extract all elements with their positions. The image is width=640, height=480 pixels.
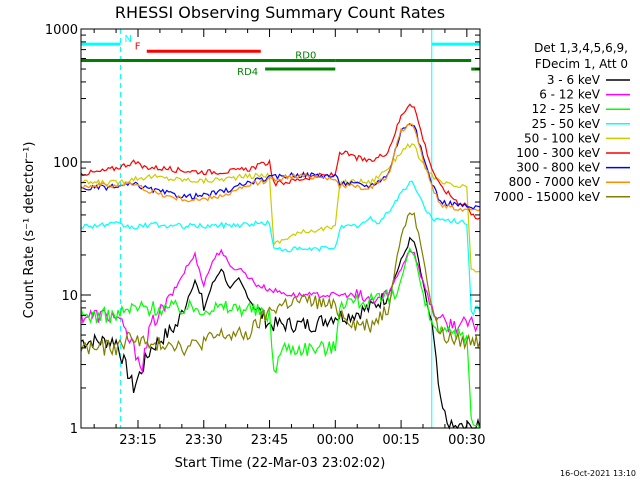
x-tick-label-0: 23:15 [119, 433, 156, 448]
x-axis-label: Start Time (22-Mar-03 23:02:02) [175, 456, 386, 471]
y-axis-label: Count Rate (s⁻¹ detector⁻¹) [22, 142, 37, 319]
legend-entry-8: 7000 - 15000 keV [493, 190, 600, 204]
x-ticks: 23:15 23:30 23:45 00:00 00:15 00:30 [93, 29, 486, 448]
chart-title: RHESSI Observing Summary Count Rates [115, 3, 445, 22]
state-bar-label-n: N [124, 34, 131, 45]
series-line-4 [80, 142, 480, 273]
legend-header-0: Det 1,3,4,5,6,9, [534, 41, 628, 55]
axes [80, 28, 481, 429]
series-line-2 [80, 246, 481, 429]
plot-frame [80, 28, 481, 429]
x-tick-label-1: 23:30 [185, 433, 222, 448]
x-tick-label-5: 00:30 [448, 433, 485, 448]
plot-area: NF RD0 RD4 [80, 29, 481, 430]
legend-entry-4: 50 - 100 keV [524, 131, 601, 145]
series-line-3 [80, 180, 481, 317]
series-line-7 [80, 123, 481, 212]
footer-date: 16-Oct-2021 13:10 [560, 469, 636, 478]
legend-entry-3: 25 - 50 keV [532, 117, 601, 131]
legend-entry-1: 6 - 12 keV [539, 88, 601, 102]
x-tick-label-2: 23:45 [251, 433, 288, 448]
legend-header-1: FDecim 1, Att 0 [535, 57, 628, 71]
y-tick-label-3: 1000 [45, 23, 78, 38]
series-line-8 [80, 212, 481, 357]
y-tick-label-2: 100 [53, 156, 78, 171]
x-tick-label-3: 00:00 [317, 433, 354, 448]
state-bar-label-rd4: RD4 [237, 67, 258, 78]
legend: Det 1,3,4,5,6,9, FDecim 1, Att 0 3 - 6 keV… [493, 41, 630, 204]
legend-entry-2: 12 - 25 keV [532, 102, 601, 116]
y-tick-label-1: 10 [61, 289, 78, 304]
legend-entry-7: 800 - 7000 keV [509, 175, 601, 189]
series-line-0 [80, 236, 481, 430]
state-bar-label-rd0: RD0 [295, 50, 316, 61]
series-line-5 [80, 103, 481, 220]
y-ticks: 1 10 100 1000 [45, 23, 480, 437]
legend-entry-5: 100 - 300 keV [516, 146, 600, 160]
y-tick-label-0: 1 [70, 422, 78, 437]
x-tick-label-4: 00:15 [382, 433, 419, 448]
legend-entry-6: 300 - 800 keV [516, 161, 600, 175]
state-bar-label-f: F [135, 41, 141, 52]
legend-entry-0: 3 - 6 keV [547, 73, 601, 87]
